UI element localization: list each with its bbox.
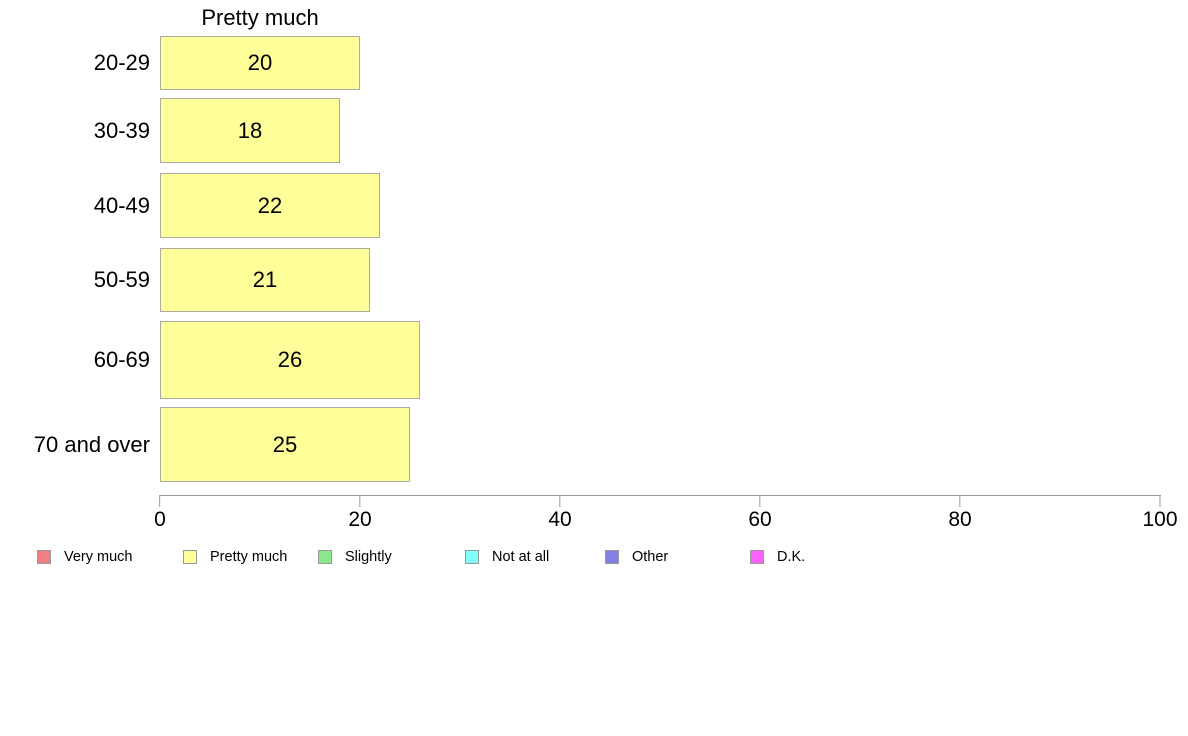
legend-swatch-other [605, 550, 619, 564]
x-axis-tick-label: 20 [348, 508, 372, 531]
x-axis-tick: 60 [748, 495, 772, 532]
bar-row: 40-49 22 [0, 173, 1188, 238]
category-label: 60-69 [93, 347, 150, 372]
legend-swatch-very-much [37, 550, 51, 564]
x-axis-tick-label: 100 [1142, 508, 1178, 531]
bar: 22 [160, 173, 380, 238]
legend-item-slightly: Slightly [318, 547, 392, 567]
bar-row: 50-59 21 [0, 248, 1188, 312]
bar-value-label: 21 [252, 267, 278, 292]
legend-item-pretty-much: Pretty much [183, 547, 287, 567]
legend-item-very-much: Very much [37, 547, 133, 567]
x-axis-tick-mark [559, 495, 561, 507]
x-axis-tick-label: 0 [154, 508, 166, 531]
bar: 25 [160, 407, 410, 482]
legend-swatch-not-at-all [465, 550, 479, 564]
bar: 26 [160, 321, 420, 399]
x-axis-tick: 20 [348, 495, 372, 532]
bar: 20 [160, 36, 360, 90]
category-label: 50-59 [93, 267, 150, 292]
x-axis-tick: 0 [154, 495, 166, 532]
bar-value-label: 18 [237, 117, 263, 143]
x-axis-tick: 80 [948, 495, 972, 532]
legend-swatch-slightly [318, 550, 332, 564]
bar-row: 20-29 20 [0, 36, 1188, 90]
legend-label: D.K. [777, 549, 806, 565]
bar-value-label: 25 [272, 431, 298, 457]
x-axis-tick-mark [1159, 495, 1161, 507]
category-label: 70 and over [33, 431, 150, 457]
bar-row: 70 and over 25 [0, 407, 1188, 482]
legend-label: Slightly [345, 549, 392, 565]
x-axis-tick-mark [959, 495, 961, 507]
legend-item-dk: D.K. [750, 547, 805, 567]
x-axis-tick-label: 80 [948, 508, 972, 531]
bar-value-label: 22 [257, 192, 283, 218]
legend-label: Not at all [492, 549, 550, 565]
bar: 21 [160, 248, 370, 312]
legend-item-other: Other [605, 547, 668, 567]
x-axis-tick-mark [159, 495, 161, 507]
x-axis-tick-label: 40 [548, 508, 572, 531]
x-axis-line [160, 495, 1161, 496]
bar-value-label: 26 [277, 347, 303, 372]
legend: Very much Pretty much Slightly Not at al… [0, 547, 1188, 567]
legend-label: Pretty much [210, 549, 288, 565]
legend-item-not-at-all: Not at all [465, 547, 549, 567]
category-label: 30-39 [93, 117, 150, 143]
x-axis-tick-mark [759, 495, 761, 507]
legend-swatch-pretty-much [183, 550, 197, 564]
legend-label: Other [632, 549, 669, 565]
bar: 18 [160, 98, 340, 163]
bar-value-label: 20 [247, 50, 273, 75]
legend-swatch-dk [750, 550, 764, 564]
x-axis-tick: 40 [548, 495, 572, 532]
bar-row: 60-69 26 [0, 321, 1188, 399]
x-axis-tick: 100 [1142, 495, 1178, 532]
x-axis-tick-mark [359, 495, 361, 507]
category-label: 20-29 [93, 50, 150, 75]
chart-title: Pretty much [201, 5, 319, 30]
bar-row: 30-39 18 [0, 98, 1188, 163]
legend-label: Very much [64, 549, 133, 565]
x-axis-tick-label: 60 [748, 508, 772, 531]
category-label: 40-49 [93, 192, 150, 218]
